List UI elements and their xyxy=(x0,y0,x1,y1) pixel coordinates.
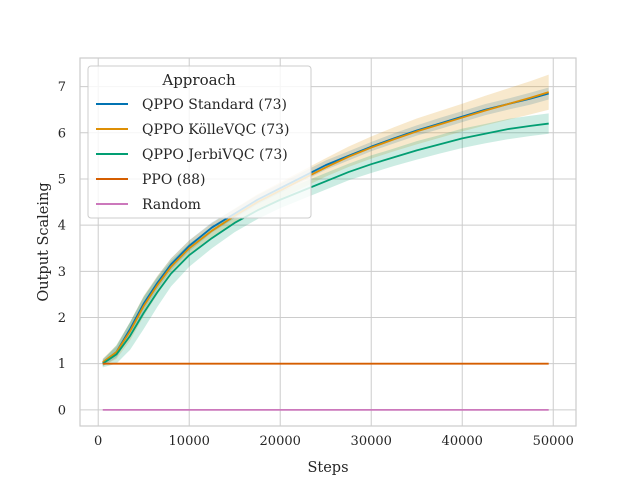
x-tick-label: 0 xyxy=(94,434,102,449)
y-tick-label: 4 xyxy=(58,219,66,234)
x-tick-label: 40000 xyxy=(442,434,483,449)
plot-frame xyxy=(79,57,577,427)
y-tick-label: 1 xyxy=(58,357,66,372)
x-axis-label: Steps xyxy=(307,460,348,476)
y-tick-label: 2 xyxy=(58,311,66,326)
x-tick-label: 50000 xyxy=(533,434,574,449)
confidence-bands xyxy=(102,74,549,368)
x-tick-label: 10000 xyxy=(169,434,210,449)
legend-box xyxy=(87,65,312,219)
legend-label: QPPO JerbiVQC (73) xyxy=(142,147,288,163)
legend-label: Random xyxy=(142,197,201,213)
y-tick-label: 3 xyxy=(58,265,66,280)
legend-items: QPPO Standard (73) QPPO KölleVQC (73) QPPO… xyxy=(96,97,290,213)
legend: Approach QPPO Standard (73) QPPO KölleVQC… xyxy=(87,65,312,219)
band-qppo-k-llevqc-73 xyxy=(102,74,549,366)
legend-label: PPO (88) xyxy=(142,172,206,188)
y-axis-label: Output Scaleing xyxy=(36,182,52,301)
y-tick-labels: 0 1 2 3 4 5 6 7 xyxy=(58,80,66,418)
y-tick-label: 5 xyxy=(58,172,66,187)
band-qppo-jerbivqc-73 xyxy=(102,113,549,368)
legend-title: Approach xyxy=(161,71,236,89)
y-tick-label: 7 xyxy=(58,80,66,95)
y-tick-label: 6 xyxy=(58,126,66,141)
legend-label: QPPO Standard (73) xyxy=(142,97,287,113)
x-tick-labels: 0 10000 20000 30000 40000 50000 xyxy=(94,434,574,449)
legend-label: QPPO KölleVQC (73) xyxy=(142,122,290,138)
x-tick-label: 20000 xyxy=(260,434,301,449)
x-tick-label: 30000 xyxy=(351,434,392,449)
y-tick-label: 0 xyxy=(58,403,66,418)
